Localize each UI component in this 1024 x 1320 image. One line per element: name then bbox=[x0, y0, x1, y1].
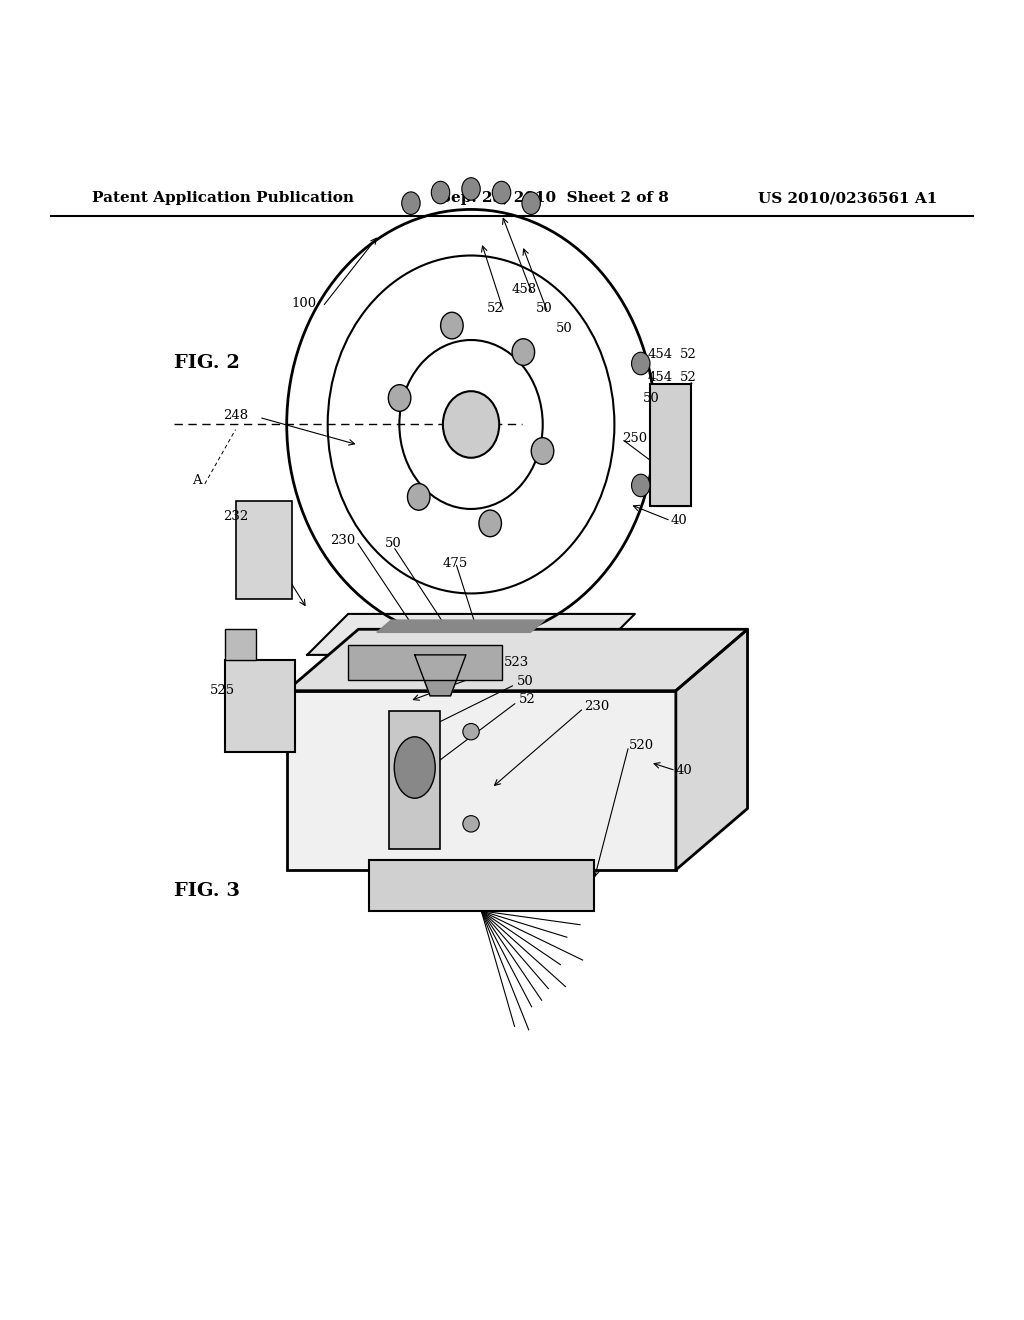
Bar bbox=[225, 660, 295, 752]
Ellipse shape bbox=[431, 181, 450, 203]
Text: 52: 52 bbox=[680, 348, 696, 360]
Text: 454: 454 bbox=[647, 371, 673, 384]
Ellipse shape bbox=[388, 384, 411, 412]
Text: US 2010/0236561 A1: US 2010/0236561 A1 bbox=[758, 191, 937, 205]
Bar bbox=[389, 711, 440, 850]
Polygon shape bbox=[676, 630, 748, 870]
Ellipse shape bbox=[462, 178, 480, 201]
Text: 52: 52 bbox=[519, 693, 536, 706]
Ellipse shape bbox=[512, 339, 535, 366]
Ellipse shape bbox=[408, 483, 430, 511]
Bar bbox=[225, 630, 256, 660]
Text: 40: 40 bbox=[676, 764, 692, 776]
Text: 50: 50 bbox=[536, 302, 552, 315]
Bar bbox=[287, 690, 676, 870]
Text: 250: 250 bbox=[623, 432, 648, 445]
Ellipse shape bbox=[632, 352, 650, 375]
Text: Sep. 23, 2010  Sheet 2 of 8: Sep. 23, 2010 Sheet 2 of 8 bbox=[440, 191, 670, 205]
Ellipse shape bbox=[401, 191, 420, 214]
Ellipse shape bbox=[479, 510, 502, 537]
Text: 454: 454 bbox=[647, 348, 673, 360]
Bar bbox=[348, 644, 502, 681]
Bar bbox=[236, 502, 292, 598]
Circle shape bbox=[463, 723, 479, 741]
Text: 248: 248 bbox=[223, 409, 249, 422]
Polygon shape bbox=[287, 630, 748, 690]
Text: Patent Application Publication: Patent Application Publication bbox=[92, 191, 354, 205]
Ellipse shape bbox=[522, 191, 541, 214]
Text: A: A bbox=[193, 474, 202, 487]
Ellipse shape bbox=[531, 438, 554, 465]
Ellipse shape bbox=[493, 181, 511, 203]
Text: 525: 525 bbox=[210, 684, 236, 697]
Text: 40: 40 bbox=[671, 513, 687, 527]
Text: 100: 100 bbox=[292, 297, 317, 310]
Polygon shape bbox=[307, 614, 635, 655]
Text: 50: 50 bbox=[556, 322, 572, 335]
Polygon shape bbox=[377, 620, 545, 632]
Text: 520: 520 bbox=[629, 739, 654, 752]
Ellipse shape bbox=[440, 313, 463, 339]
Text: 50: 50 bbox=[643, 392, 659, 405]
Text: 523: 523 bbox=[504, 656, 529, 669]
Text: FIG. 2: FIG. 2 bbox=[174, 354, 240, 372]
Polygon shape bbox=[415, 655, 466, 696]
Text: 475: 475 bbox=[442, 557, 468, 570]
Bar bbox=[650, 384, 691, 507]
Text: 52: 52 bbox=[486, 302, 503, 315]
Text: 230: 230 bbox=[330, 535, 355, 548]
Text: 52: 52 bbox=[680, 371, 696, 384]
Bar bbox=[369, 859, 594, 911]
Text: 50: 50 bbox=[385, 537, 401, 550]
Circle shape bbox=[463, 816, 479, 832]
Text: 232: 232 bbox=[223, 510, 249, 523]
Text: 230: 230 bbox=[584, 700, 609, 713]
Ellipse shape bbox=[394, 737, 435, 799]
Text: 458: 458 bbox=[512, 284, 538, 297]
Ellipse shape bbox=[442, 391, 500, 458]
Text: 50: 50 bbox=[517, 675, 534, 688]
Text: FIG. 3: FIG. 3 bbox=[174, 882, 240, 899]
Ellipse shape bbox=[632, 474, 650, 496]
